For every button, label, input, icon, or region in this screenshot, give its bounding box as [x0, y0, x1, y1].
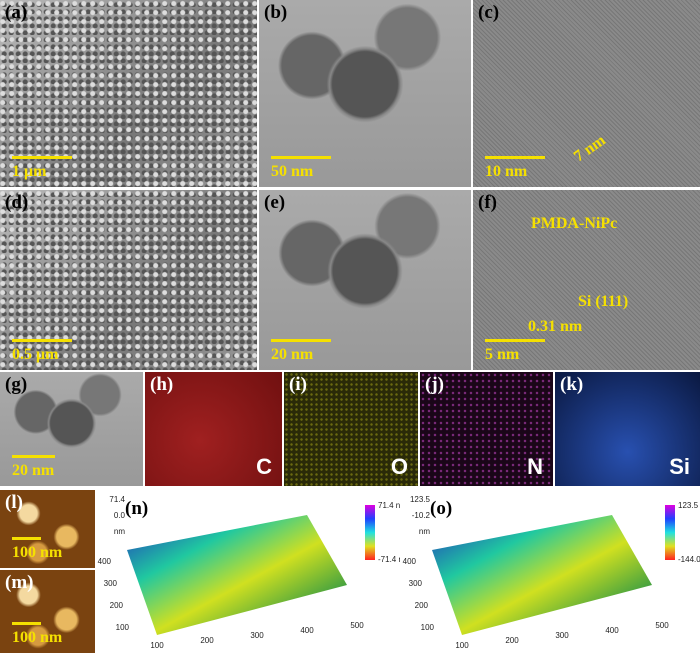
panel: (l) 100 nm [0, 490, 95, 568]
colorbar-label: 71.4 nm [378, 501, 400, 510]
annotation: Si (111) [578, 293, 629, 310]
scale-text: 20 nm [12, 462, 55, 479]
y-tick: 100 [116, 623, 130, 632]
y-tick: 400 [403, 557, 417, 566]
scale-bar [12, 156, 72, 159]
z-tick: 0.0 [114, 511, 126, 520]
annotation: 0.31 nm [528, 318, 583, 335]
x-tick: 300 [555, 631, 569, 640]
y-tick: 300 [104, 579, 118, 588]
x-tick: 400 [300, 626, 314, 635]
panel: (j) N [420, 372, 553, 486]
x-tick: 400 [605, 626, 619, 635]
panel-label: (l) [5, 492, 23, 513]
element-label: Si [669, 454, 690, 479]
panel: (b) 50 nm [259, 0, 471, 187]
scale-text: 100 nm [12, 544, 63, 561]
panel-label: (d) [5, 192, 29, 213]
panel-label: (f) [478, 192, 497, 213]
panel: 123.5 -10.2 nm 123.5 nm -144.0 nm 100 200 300 40… [402, 490, 700, 653]
scale-text: 50 nm [271, 163, 314, 180]
scale-text: 20 nm [271, 346, 314, 363]
panel: (d) 0.5 μm [0, 190, 257, 370]
panel-label: (c) [478, 2, 500, 23]
scale-bar [12, 455, 55, 458]
afm-plot: 123.5 -10.2 nm 123.5 nm -144.0 nm 100 200 300 40… [403, 495, 700, 650]
scale-text: 10 nm [485, 163, 528, 180]
scale-bar [12, 622, 41, 625]
scale-bar [485, 156, 545, 159]
x-tick: 200 [200, 636, 214, 645]
z-tick: -10.2 [412, 511, 431, 520]
z-unit: nm [419, 527, 430, 536]
x-tick: 300 [250, 631, 264, 640]
y-tick: 200 [110, 601, 124, 610]
colorbar [365, 505, 375, 560]
element-label: C [256, 454, 272, 479]
element-label: N [527, 454, 543, 479]
y-tick: 100 [421, 623, 435, 632]
z-unit: nm [114, 527, 125, 536]
element-label: O [390, 454, 408, 479]
panel: 71.4 0.0 nm 71.4 nm -71.4 nm 100 200 300 400 100 2… [97, 490, 400, 653]
annotation: 7 nm [570, 131, 609, 166]
panel-label: (m) [5, 572, 34, 593]
scale-bar [12, 537, 41, 540]
annotation: PMDA-NiPc [531, 215, 618, 232]
panel-label: (k) [560, 374, 584, 395]
scale-text: 100 nm [12, 629, 63, 646]
scale-bar [271, 339, 331, 342]
x-tick: 200 [505, 636, 519, 645]
panel: (f) 5 nm PMDA-NiPc Si (111) 0.31 nm [473, 190, 700, 370]
scale-text: 5 nm [485, 346, 520, 363]
panel-label: (n) [125, 498, 149, 519]
panel: (a) 1 μm [0, 0, 257, 187]
y-tick: 200 [415, 601, 429, 610]
y-tick: 400 [98, 557, 112, 566]
colorbar-label: 123.5 nm [678, 501, 700, 510]
surface [127, 515, 347, 635]
z-tick: 71.4 [109, 495, 125, 504]
colorbar [665, 505, 675, 560]
panel-label: (b) [264, 2, 288, 23]
panel: (m) 100 nm [0, 570, 95, 653]
surface [432, 515, 652, 635]
panel: (e) 20 nm [259, 190, 471, 370]
scale-bar [485, 339, 545, 342]
colorbar-label: -71.4 nm [378, 555, 400, 564]
panel-label: (o) [430, 498, 453, 519]
x-tick: 500 [350, 621, 364, 630]
x-tick: 100 [150, 641, 164, 650]
panel-label: (j) [425, 374, 444, 395]
x-tick: 500 [655, 621, 669, 630]
panel-label: (e) [264, 192, 286, 213]
panel: (h) C [145, 372, 282, 486]
panel: (k) Si [555, 372, 700, 486]
panel-label: (g) [5, 374, 28, 395]
scale-bar [12, 339, 72, 342]
scale-bar [271, 156, 331, 159]
afm-plot: 71.4 0.0 nm 71.4 nm -71.4 nm 100 200 300 400 100 2… [98, 495, 400, 650]
z-tick: 123.5 [410, 495, 431, 504]
panel-label: (i) [289, 374, 307, 395]
colorbar-label: -144.0 nm [678, 555, 700, 564]
panel: (c) 10 nm 7 nm [473, 0, 700, 187]
y-tick: 300 [409, 579, 423, 588]
panel-label: (h) [150, 374, 174, 395]
panel: (g) 20 nm [0, 372, 143, 486]
panel: (i) O [284, 372, 418, 486]
scale-text: 0.5 μm [12, 346, 59, 363]
scale-text: 1 μm [12, 163, 47, 180]
panel-label: (a) [5, 2, 28, 23]
x-tick: 100 [455, 641, 469, 650]
